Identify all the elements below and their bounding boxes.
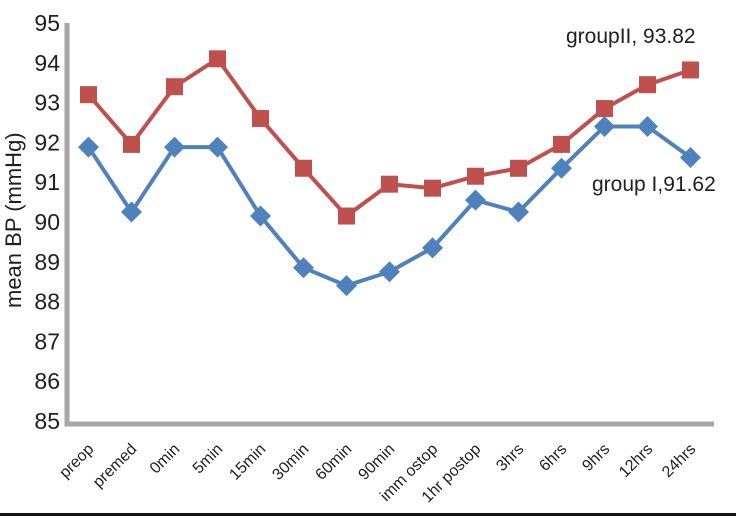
marker-square-groupii [596, 100, 613, 118]
x-category-label: premed [90, 441, 140, 491]
series-label-group1: group I,91.62 [592, 173, 716, 196]
marker-square-groupii [80, 86, 97, 104]
x-category-label: 3hrs [493, 441, 527, 475]
y-tick-label: 94 [34, 50, 60, 76]
marker-square-groupii [381, 175, 398, 193]
x-category-label: preop [56, 441, 97, 482]
marker-diamond-group-i [465, 189, 486, 211]
x-category-label: 9hrs [579, 441, 613, 475]
marker-diamond-group-i [250, 205, 271, 227]
y-tick-label: 95 [34, 10, 60, 36]
marker-square-groupii [682, 61, 699, 79]
marker-diamond-group-i [78, 136, 99, 158]
marker-diamond-group-i [680, 147, 701, 169]
x-category-label: 5min [190, 441, 227, 478]
x-category-label: 12hrs [616, 441, 656, 481]
y-tick-label: 85 [34, 408, 60, 434]
x-category-label: 15min [226, 441, 269, 484]
marker-diamond-group-i [293, 257, 314, 279]
series-label-group2: groupII, 93.82 [566, 25, 696, 48]
marker-square-groupii [252, 110, 269, 128]
marker-diamond-group-i [594, 115, 615, 137]
y-tick-label: 88 [34, 289, 60, 315]
y-tick-label: 90 [34, 209, 60, 235]
marker-diamond-group-i [207, 136, 228, 158]
marker-diamond-group-i [336, 275, 357, 297]
x-category-label: 24hrs [659, 441, 699, 481]
page-bottom-rule [0, 513, 736, 516]
marker-square-groupii [295, 159, 312, 177]
marker-square-groupii [123, 135, 140, 153]
marker-square-groupii [424, 179, 441, 197]
marker-diamond-group-i [164, 136, 185, 158]
y-tick-label: 93 [34, 90, 60, 116]
y-tick-label: 86 [34, 368, 60, 394]
marker-square-groupii [467, 167, 484, 185]
x-category-label: 60min [312, 441, 355, 484]
y-tick-label: 91 [34, 169, 60, 195]
y-tick-label: 92 [34, 129, 60, 155]
marker-diamond-group-i [422, 237, 443, 259]
y-tick-label: 89 [34, 249, 60, 275]
marker-diamond-group-i [121, 201, 142, 223]
y-tick-label: 87 [34, 328, 60, 354]
marker-diamond-group-i [508, 201, 529, 223]
x-category-label: 0min [147, 441, 184, 478]
marker-square-groupii [209, 50, 226, 68]
marker-square-groupii [166, 78, 183, 96]
marker-square-groupii [639, 76, 656, 94]
y-axis-title: mean BP (mmHg) [1, 132, 26, 308]
marker-diamond-group-i [379, 261, 400, 283]
x-category-label: 30min [269, 441, 312, 484]
marker-square-groupii [338, 207, 355, 225]
marker-square-groupii [510, 159, 527, 177]
marker-diamond-group-i [551, 157, 572, 179]
marker-diamond-group-i [637, 115, 658, 137]
x-category-label: 6hrs [536, 441, 570, 475]
marker-square-groupii [553, 135, 570, 153]
